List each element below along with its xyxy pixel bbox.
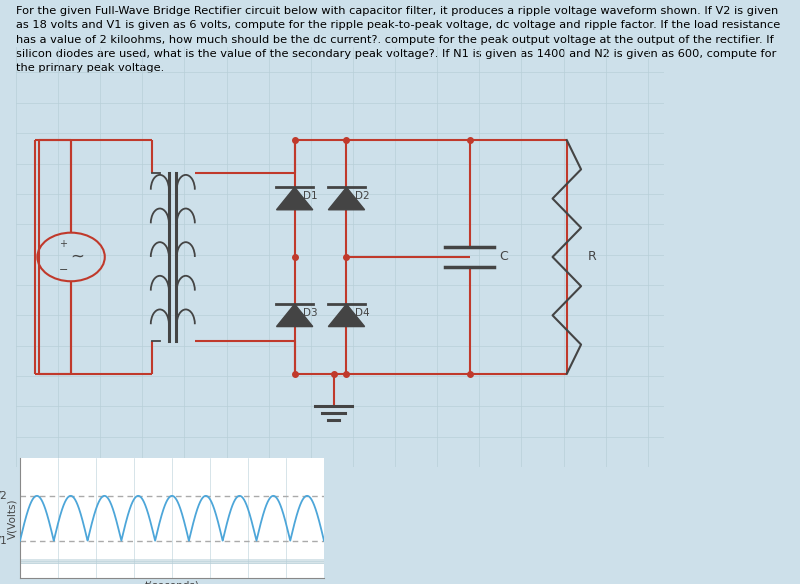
- Polygon shape: [328, 187, 365, 210]
- Text: C: C: [498, 251, 507, 263]
- Y-axis label: V(Volts): V(Volts): [7, 498, 18, 538]
- Text: R: R: [587, 251, 596, 263]
- X-axis label: t(seconds): t(seconds): [145, 581, 199, 584]
- Polygon shape: [277, 187, 313, 210]
- Text: V1: V1: [0, 536, 8, 545]
- Text: D4: D4: [355, 308, 370, 318]
- Text: D3: D3: [303, 308, 318, 318]
- Text: D1: D1: [303, 191, 318, 201]
- Text: For the given Full-Wave Bridge Rectifier circuit below with capacitor filter, it: For the given Full-Wave Bridge Rectifier…: [16, 6, 780, 74]
- Text: −: −: [58, 265, 68, 275]
- Text: D2: D2: [355, 191, 370, 201]
- Polygon shape: [328, 304, 365, 326]
- Text: ~: ~: [70, 248, 85, 266]
- Polygon shape: [277, 304, 313, 326]
- Text: V2: V2: [0, 491, 8, 501]
- Text: +: +: [59, 239, 67, 249]
